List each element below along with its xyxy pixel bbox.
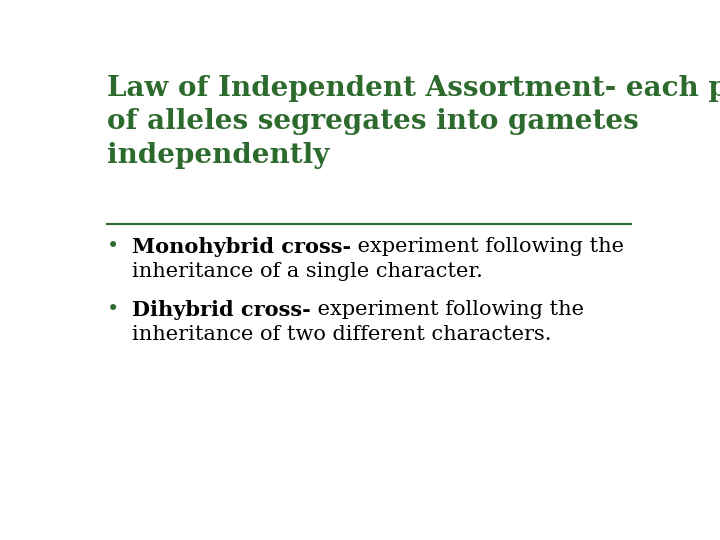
- Text: •: •: [107, 238, 119, 256]
- Text: Law of Independent Assortment- each pair
of alleles segregates into gametes
inde: Law of Independent Assortment- each pair…: [107, 75, 720, 169]
- Text: Dihybrid cross-: Dihybrid cross-: [132, 300, 310, 320]
- Text: inheritance of a single character.: inheritance of a single character.: [132, 262, 482, 281]
- Text: experiment following the: experiment following the: [310, 300, 584, 319]
- Text: •: •: [107, 300, 119, 319]
- Text: Monohybrid cross-: Monohybrid cross-: [132, 238, 351, 258]
- Text: inheritance of two different characters.: inheritance of two different characters.: [132, 325, 552, 344]
- Text: experiment following the: experiment following the: [351, 238, 624, 256]
